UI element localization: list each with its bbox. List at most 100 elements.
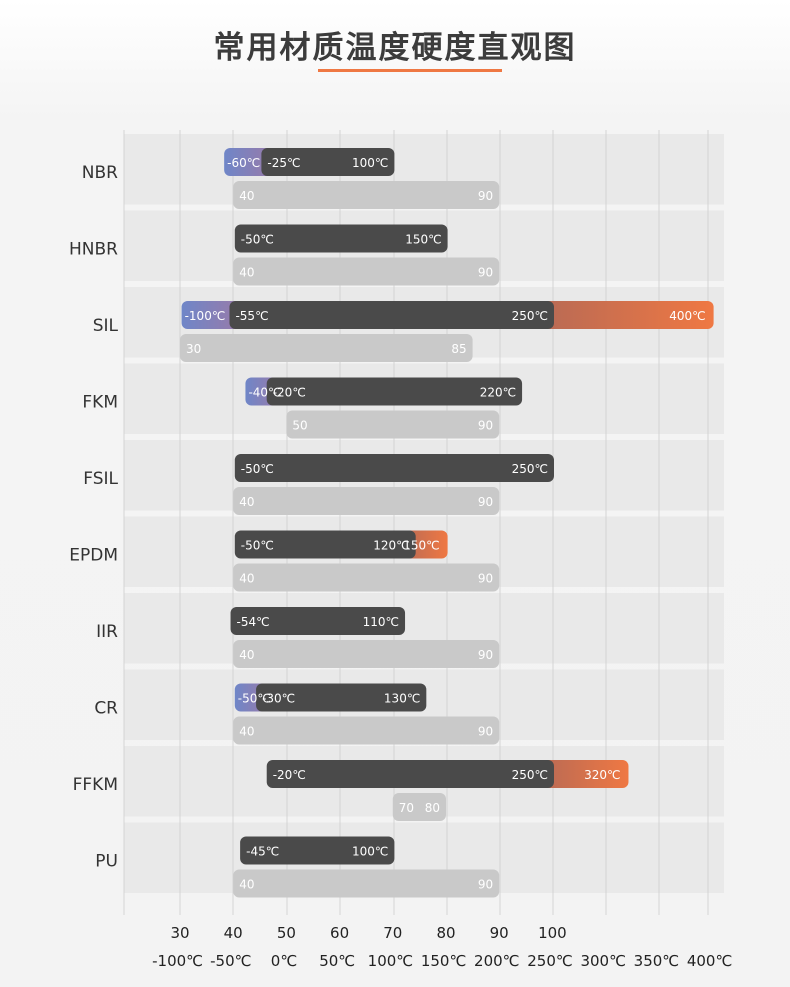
temp-min-label: -50℃ [241, 233, 274, 247]
hardness-min-label: 40 [239, 266, 254, 280]
temp-low-ext-label: -40℃ [248, 386, 281, 400]
temperature-tick-label: -100℃ [152, 952, 203, 970]
temp-low-ext-label: -60℃ [227, 156, 260, 170]
temp-min-label: -30℃ [262, 692, 295, 706]
temp-min-label: -55℃ [235, 309, 268, 323]
temp-low-extension-bar [181, 301, 244, 329]
temp-max-label: 220℃ [480, 386, 516, 400]
hardness-range-bar [233, 640, 500, 668]
hardness-range-bar [233, 716, 500, 745]
temp-range-bar [234, 530, 416, 559]
hardness-range-bar [233, 487, 500, 515]
temp-max-label: 130℃ [384, 692, 420, 706]
temp-range-bar [230, 607, 406, 635]
temp-low-ext-label: -50℃ [238, 692, 271, 706]
hardness-max-label: 90 [478, 189, 493, 203]
hardness-max-label: 90 [478, 495, 493, 509]
material-label: FKM [82, 393, 118, 413]
temperature-tick-label: 250℃ [527, 952, 572, 970]
temp-max-label: 150℃ [405, 233, 441, 247]
temperature-tick-label: 100℃ [368, 952, 413, 970]
temp-max-label: 100℃ [352, 845, 388, 859]
hardness-range-bar [233, 869, 500, 898]
hardness-tick-label: 70 [383, 924, 402, 942]
material-label: FFKM [73, 775, 118, 795]
hardness-tick-label: 90 [490, 924, 509, 942]
temp-max-label: 100℃ [352, 156, 388, 170]
material-label: CR [94, 699, 118, 719]
temp-high-ext-label: 320℃ [584, 768, 620, 782]
hardness-min-label: 40 [239, 725, 254, 739]
hardness-max-label: 85 [451, 342, 466, 356]
temp-high-extension-bar [540, 301, 714, 329]
material-label: SIL [93, 316, 119, 336]
hardness-min-label: 30 [186, 342, 201, 356]
temp-low-ext-label: -100℃ [185, 309, 226, 323]
hardness-min-label: 40 [239, 572, 254, 586]
hardness-tick-label: 100 [538, 924, 567, 942]
hardness-max-label: 90 [478, 725, 493, 739]
temperature-tick-label: 400℃ [687, 952, 732, 970]
hardness-min-label: 40 [239, 495, 254, 509]
chart-title: 常用材质温度硬度直观图 [213, 30, 577, 66]
hardness-range-bar [233, 257, 500, 286]
temp-max-label: 120℃ [373, 539, 409, 553]
hardness-max-label: 90 [478, 572, 493, 586]
hardness-max-label: 90 [478, 878, 493, 892]
hardness-max-label: 90 [478, 648, 493, 662]
hardness-range-bar [392, 793, 446, 821]
temperature-tick-label: 150℃ [421, 952, 466, 970]
temp-range-bar [256, 683, 427, 712]
hardness-tick-label: 60 [330, 924, 349, 942]
temp-max-label: 110℃ [363, 615, 399, 629]
hardness-range-bar [233, 563, 500, 592]
hardness-tick-label: 30 [170, 924, 189, 942]
temp-min-label: -50℃ [241, 539, 274, 553]
temp-min-label: -45℃ [246, 845, 279, 859]
temp-max-label: 250℃ [512, 768, 548, 782]
hardness-max-label: 90 [478, 266, 493, 280]
hardness-min-label: 40 [239, 648, 254, 662]
temp-range-bar [234, 454, 555, 482]
hardness-range-bar [180, 334, 473, 362]
temp-min-label: -54℃ [237, 615, 270, 629]
temp-range-bar [261, 148, 395, 176]
temp-range-bar [266, 760, 554, 788]
material-label: FSIL [83, 469, 118, 489]
temperature-tick-label: 50℃ [319, 952, 355, 970]
temp-min-label: -50℃ [241, 462, 274, 476]
temp-range-bar [266, 377, 523, 406]
temp-range-bar [240, 836, 395, 865]
hardness-max-label: 80 [425, 801, 440, 815]
material-label: PU [95, 852, 118, 872]
temp-range-bar [234, 224, 448, 253]
temperature-tick-label: 350℃ [634, 952, 679, 970]
hardness-min-label: 50 [292, 419, 307, 433]
hardness-min-label: 40 [239, 189, 254, 203]
temp-min-label: -20℃ [273, 386, 306, 400]
hardness-tick-label: 40 [224, 924, 243, 942]
material-label: EPDM [69, 546, 118, 566]
hardness-tick-label: 50 [277, 924, 296, 942]
temp-high-extension-bar [540, 760, 629, 788]
temp-high-ext-label: 400℃ [669, 309, 705, 323]
hardness-range-bar [233, 181, 500, 209]
temperature-tick-label: 200℃ [474, 952, 519, 970]
hardness-min-label: 70 [399, 801, 414, 815]
title-underline [318, 69, 502, 72]
hardness-range-bar [286, 410, 500, 439]
material-label: IIR [96, 622, 118, 642]
temp-min-label: -25℃ [267, 156, 300, 170]
hardness-max-label: 90 [478, 419, 493, 433]
temp-high-ext-label: 150℃ [403, 539, 439, 553]
temp-max-label: 250℃ [512, 309, 548, 323]
temp-min-label: -20℃ [273, 768, 306, 782]
hardness-min-label: 40 [239, 878, 254, 892]
material-label: NBR [82, 163, 118, 183]
temperature-tick-label: 300℃ [580, 952, 625, 970]
temperature-tick-label: 0℃ [271, 952, 297, 970]
temp-range-bar [229, 301, 555, 329]
material-label: HNBR [69, 240, 118, 260]
temperature-tick-label: -50℃ [210, 952, 251, 970]
